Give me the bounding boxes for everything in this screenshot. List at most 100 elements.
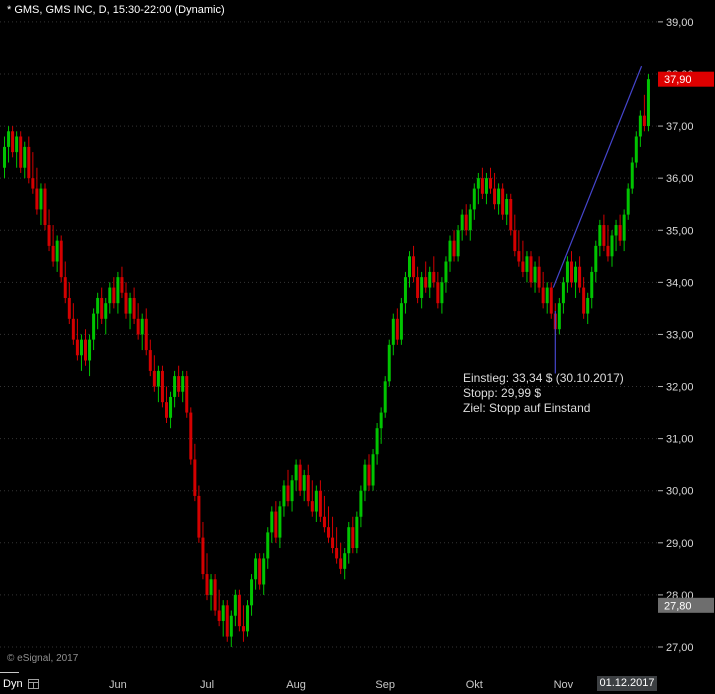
candle-body <box>403 277 407 304</box>
candle-body <box>152 370 156 387</box>
candle-body <box>383 381 387 413</box>
candle-body <box>436 282 440 304</box>
candle-body <box>3 146 6 168</box>
y-tick-label: 39,00 <box>666 17 694 29</box>
candle-body <box>124 292 128 314</box>
candle-body <box>140 318 144 335</box>
annotation-target-line: Ziel: Stopp auf Einstand <box>463 401 591 415</box>
candle-body <box>598 225 602 246</box>
candle-body <box>189 412 193 460</box>
candle-body <box>128 297 132 314</box>
candle-body <box>160 370 164 403</box>
candle-body <box>31 178 35 189</box>
candle-body <box>440 282 444 304</box>
month-label: Sep <box>375 679 395 691</box>
candle-body <box>286 485 290 502</box>
candle-body <box>314 490 318 512</box>
candle-body <box>375 428 379 455</box>
layout-grid-icon[interactable] <box>28 679 39 689</box>
candle-body <box>521 261 525 272</box>
candle-body <box>35 188 39 210</box>
candle-body <box>266 532 270 559</box>
candle-body <box>351 527 355 549</box>
candle-body <box>557 303 561 330</box>
candles-series <box>3 73 650 647</box>
month-label: Jul <box>200 679 214 691</box>
candle-body <box>594 245 598 272</box>
candle-body <box>513 230 517 252</box>
candle-body <box>177 376 181 392</box>
annotation-entry-line: Einstieg: 33,34 $ (30.10.2017) <box>463 371 624 385</box>
candle-body <box>213 579 217 611</box>
candle-body <box>15 136 19 153</box>
candle-body <box>262 558 266 585</box>
y-tick-label: 29,00 <box>666 538 694 550</box>
candle-body <box>306 475 310 502</box>
candle-body <box>574 266 578 283</box>
candle-body <box>335 548 339 559</box>
candle-body <box>298 464 302 491</box>
candle-body <box>537 266 541 288</box>
candle-body <box>11 131 15 153</box>
candle-body <box>96 297 100 314</box>
candle-body <box>229 615 233 637</box>
candle-body <box>318 490 322 517</box>
candle-body <box>322 516 326 528</box>
candle-body <box>148 350 152 371</box>
candle-body <box>327 527 330 538</box>
candle-body <box>205 574 209 595</box>
trend-line[interactable] <box>552 65 643 288</box>
candle-body <box>432 271 436 283</box>
candle-body <box>246 605 249 632</box>
candle-body <box>47 225 51 246</box>
candle-body <box>561 282 565 304</box>
candle-body <box>638 115 642 137</box>
candle-body <box>448 240 452 262</box>
candle-body <box>270 511 274 533</box>
chart-title: * GMS, GMS INC, D, 15:30-22:00 (Dynamic) <box>7 4 225 16</box>
candle-body <box>371 454 375 486</box>
x-axis: Jun Jul Aug Sep Okt Nov <box>109 679 574 691</box>
dyn-tab-label[interactable]: Dyn <box>3 678 23 690</box>
candle-body <box>331 537 335 549</box>
candle-body <box>387 344 391 382</box>
candle-body <box>642 115 646 127</box>
candle-body <box>55 240 59 262</box>
candle-body <box>254 558 258 580</box>
y-tick-label: 34,00 <box>666 277 694 289</box>
candle-body <box>23 146 27 168</box>
candle-body <box>193 459 197 496</box>
candle-body <box>27 146 31 179</box>
candle-body <box>63 277 67 298</box>
candle-body <box>472 188 476 210</box>
y-tick-label: 36,00 <box>666 173 694 185</box>
candle-body <box>112 287 116 304</box>
candle-body <box>626 188 630 215</box>
candle-body <box>489 178 492 189</box>
candle-body <box>75 339 79 356</box>
y-tick-label: 37,00 <box>666 121 694 133</box>
candle-body <box>278 506 282 538</box>
candle-body <box>355 516 359 549</box>
candle-body <box>209 579 213 595</box>
candle-body <box>367 464 371 486</box>
y-tick-label: 30,00 <box>666 486 694 498</box>
candle-body <box>79 339 83 356</box>
candle-body <box>428 271 432 288</box>
month-label: Okt <box>466 679 483 691</box>
candle-body <box>132 297 136 319</box>
candle-body <box>156 370 160 387</box>
gridlines <box>0 21 657 648</box>
candle-body <box>622 214 626 241</box>
candle-body <box>197 495 201 538</box>
drawn-lines[interactable] <box>552 65 643 374</box>
candle-body <box>359 490 363 517</box>
candle-body <box>578 266 582 288</box>
candle-body <box>221 605 225 621</box>
y-axis: 39,0038,0037,0036,0035,0034,0033,0032,00… <box>658 17 694 654</box>
candle-body <box>533 266 537 283</box>
candle-body <box>476 178 480 189</box>
candle-body <box>480 178 484 194</box>
candle-body <box>7 131 11 147</box>
